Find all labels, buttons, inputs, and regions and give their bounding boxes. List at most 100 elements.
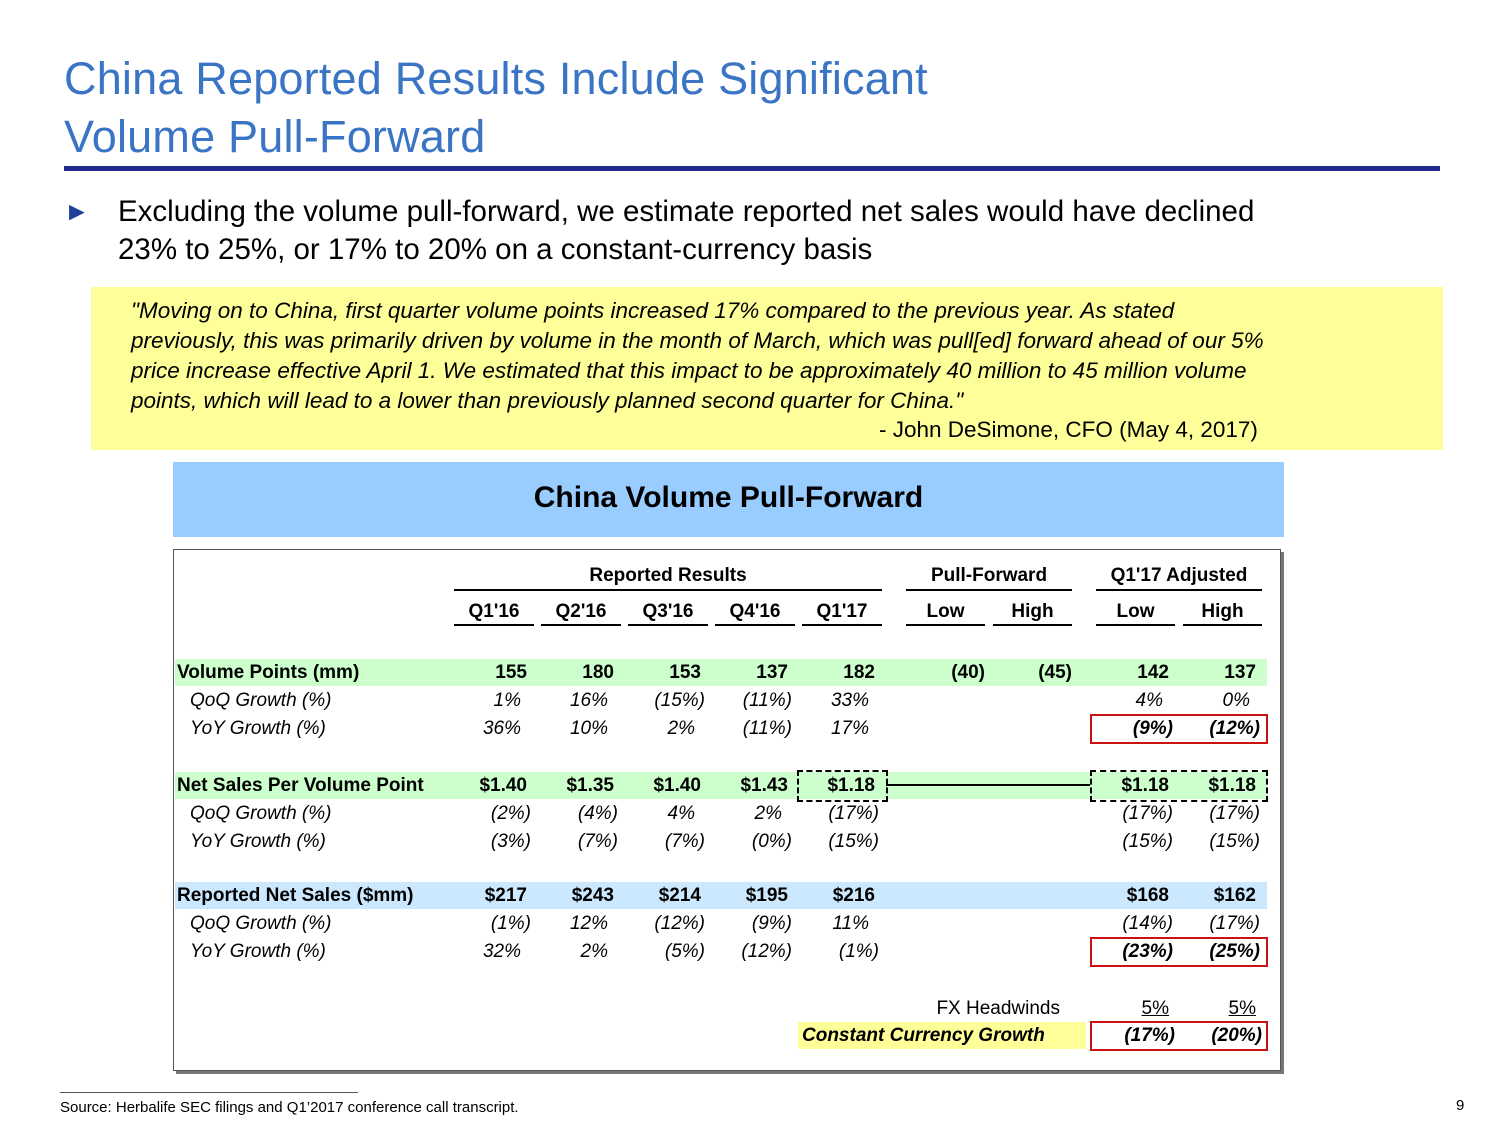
table-cell: 155 [495, 662, 527, 683]
table-cell: $214 [658, 885, 701, 906]
fx-headwinds-label: FX Headwinds [936, 998, 1060, 1019]
quote-line: previously, this was primarily driven by… [131, 328, 1264, 353]
table-cell: (11%) [742, 690, 792, 711]
footnote-divider [60, 1092, 358, 1093]
title-line-2: Volume Pull-Forward [64, 111, 486, 162]
table-cell: (40) [951, 662, 985, 683]
table-cell: 12% [569, 913, 608, 934]
table-cell: 137 [1224, 662, 1256, 683]
connector-line [886, 784, 1090, 786]
table-cell: 142 [1137, 662, 1169, 683]
table-cell: (15%) [1122, 831, 1173, 852]
table-cell: (12%) [741, 941, 792, 962]
col-header: Low [1116, 601, 1155, 622]
table-cell: $168 [1126, 885, 1169, 906]
col-underline [628, 624, 708, 626]
table-cell: 11% [832, 913, 869, 934]
table-cell: $195 [745, 885, 788, 906]
group-header-reported: Reported Results [589, 565, 747, 586]
table-cell: $1.40 [653, 775, 701, 796]
col-underline [1096, 624, 1175, 626]
highlight-box-constant-currency [1090, 1021, 1268, 1051]
col-header: High [1011, 601, 1054, 622]
quote-line: price increase effective April 1. We est… [131, 358, 1247, 383]
quote-text: "Moving on to China, first quarter volum… [131, 296, 1421, 416]
col-underline [802, 624, 882, 626]
row-label: QoQ Growth (%) [190, 690, 332, 711]
table-cell: (9%) [1132, 718, 1173, 739]
dashed-box-adjusted-price [1090, 770, 1268, 802]
table-cell: (17%) [828, 803, 879, 824]
quote-attribution: - John DeSimone, CFO (May 4, 2017) [879, 417, 1258, 442]
group-underline-reported [454, 589, 882, 591]
col-underline [1183, 624, 1262, 626]
table-cell: (5%) [664, 941, 705, 962]
group-header-adjusted: Q1'17 Adjusted [1110, 565, 1248, 586]
table-cell: $1.35 [566, 775, 614, 796]
table-cell: (15%) [654, 690, 705, 711]
table-cell: $216 [832, 885, 875, 906]
table-cell: (15%) [828, 831, 879, 852]
table-cell: (4%) [577, 803, 618, 824]
col-header: Q1'17 [816, 601, 868, 622]
table-banner [173, 462, 1284, 537]
quote-line: "Moving on to China, first quarter volum… [131, 298, 1175, 323]
col-underline [993, 624, 1072, 626]
table-cell: 4% [667, 803, 695, 824]
title-divider [64, 166, 1440, 171]
dashed-box-q117-price [797, 770, 888, 802]
table-cell: $217 [484, 885, 527, 906]
table-cell: $243 [571, 885, 614, 906]
table-cell: (23%) [1122, 941, 1173, 962]
col-header: Q2'16 [555, 601, 607, 622]
col-header: Q3'16 [642, 601, 694, 622]
quote-line: points, which will lead to a lower than … [131, 388, 964, 413]
table-cell: (25%) [1209, 941, 1260, 962]
table-cell: 182 [843, 662, 875, 683]
table-cell: 10% [569, 718, 608, 739]
table-cell: (7%) [664, 831, 705, 852]
col-header: Low [926, 601, 965, 622]
bullet-line-2: 23% to 25%, or 17% to 20% on a constant-… [118, 233, 873, 266]
table-cell: 32% [482, 941, 521, 962]
table-cell: 137 [756, 662, 788, 683]
table-cell: (45) [1038, 662, 1072, 683]
table-cell: (11%) [742, 718, 792, 739]
col-header: Q1'16 [468, 601, 520, 622]
table-cell: (12%) [1209, 718, 1260, 739]
constant-currency-high: (20%) [1211, 1025, 1262, 1046]
constant-currency-label: Constant Currency Growth [802, 1025, 1045, 1046]
constant-currency-low: (17%) [1124, 1025, 1175, 1046]
table-banner-title: China Volume Pull-Forward [533, 481, 924, 514]
table-cell: (17%) [1209, 913, 1260, 934]
row-label: YoY Growth (%) [190, 941, 326, 962]
row-label: Volume Points (mm) [177, 662, 360, 683]
col-underline [906, 624, 985, 626]
source-footnote: Source: Herbalife SEC filings and Q1’201… [60, 1099, 519, 1116]
table-cell: 0% [1222, 690, 1250, 711]
table-cell: (17%) [1122, 803, 1173, 824]
col-underline [541, 624, 621, 626]
table-cell: 2% [754, 803, 782, 824]
table-cell: 36% [482, 718, 521, 739]
table-cell: $1.40 [479, 775, 527, 796]
row-label: Net Sales Per Volume Point [177, 775, 424, 796]
table-cell: (0%) [751, 831, 792, 852]
table-cell: 1% [493, 690, 521, 711]
row-label: QoQ Growth (%) [190, 803, 332, 824]
table-cell: (1%) [838, 941, 879, 962]
table-cell: 2% [580, 941, 608, 962]
table-cell: $162 [1213, 885, 1256, 906]
slide-title: China Reported Results Include Significa… [64, 50, 1364, 166]
group-header-pull-forward: Pull-Forward [930, 565, 1048, 586]
table-cell: $1.18 [1208, 775, 1256, 796]
band-volume-points [175, 659, 1267, 686]
row-label: Reported Net Sales ($mm) [177, 885, 414, 906]
highlight-box-yoy-net-sales [1090, 937, 1268, 967]
data-table [173, 549, 1281, 1071]
table-cell: 180 [582, 662, 614, 683]
table-cell: (14%) [1122, 913, 1173, 934]
page-number: 9 [1456, 1097, 1465, 1114]
col-header: High [1201, 601, 1244, 622]
col-header: Q4'16 [729, 601, 781, 622]
